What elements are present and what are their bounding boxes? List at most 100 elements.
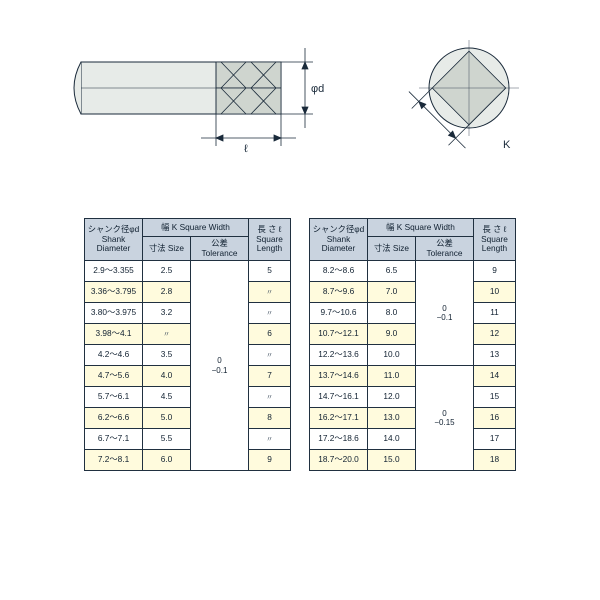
cell-len: 8 [249,408,291,429]
cell-len: 15 [474,387,516,408]
cell-dia: 9.7～10.6 [310,303,368,324]
dim-K: K [503,139,511,151]
cell-dia: 12.2～13.6 [310,345,368,366]
cell-len: 7 [249,366,291,387]
hdr-tol: 公差 Tolerance [416,237,474,261]
cell-size: 15.0 [368,450,416,471]
hdr-size: 寸法 Size [368,237,416,261]
cell-size: 5.5 [143,429,191,450]
technical-drawings: φd ℓ [18,28,582,188]
cell-len: 10 [474,282,516,303]
cell-dia: 2.9～3.355 [85,261,143,282]
cell-size: 6.5 [368,261,416,282]
cell-size: 7.0 [368,282,416,303]
hdr-shank: シャンク径φd Shank Diameter [310,219,368,261]
dim-phi-d: φd [311,83,324,95]
cell-size: 4.0 [143,366,191,387]
hdr-len: 長 さ ℓ Square Length [249,219,291,261]
right-table: シャンク径φd Shank Diameter 幅 K Square Width … [309,218,516,471]
tolerance-cell: 0−0.1 [416,261,474,366]
hdr-sqw: 幅 K Square Width [143,219,249,237]
table-row: 2.9～3.3552.50−0.15 [85,261,291,282]
cell-len: 6 [249,324,291,345]
cell-len: 〃 [249,429,291,450]
hdr-size: 寸法 Size [143,237,191,261]
table-row: 13.7～14.611.00−0.1514 [310,366,516,387]
cell-dia: 17.2～18.6 [310,429,368,450]
cell-len: 〃 [249,303,291,324]
table-row: 5.7～6.14.5〃 [85,387,291,408]
cell-size: 14.0 [368,429,416,450]
cell-len: 18 [474,450,516,471]
end-view-drawing: K [399,28,549,188]
table-row: 6.2～6.65.0 8 [85,408,291,429]
cell-size: 6.0 [143,450,191,471]
cell-len: 〃 [249,282,291,303]
cell-size: 12.0 [368,387,416,408]
table-row: 4.2～4.63.5 〃 [85,345,291,366]
table-row: 18.7～20.015.0 18 [310,450,516,471]
cell-size: 8.0 [368,303,416,324]
cell-size: 3.2 [143,303,191,324]
cell-size: 2.5 [143,261,191,282]
table-row: 4.7～5.64.0 7 [85,366,291,387]
cell-len: 〃 [249,345,291,366]
tolerance-cell: 0−0.1 [191,261,249,471]
table-row: 8.7～9.67.0 10 [310,282,516,303]
table-row: 3.98～4.1〃 6 [85,324,291,345]
cell-dia: 3.80～3.975 [85,303,143,324]
cell-size: 3.5 [143,345,191,366]
table-row: 8.2～8.66.50−0.19 [310,261,516,282]
cell-len: 9 [249,450,291,471]
cell-dia: 8.7～9.6 [310,282,368,303]
dim-ell: ℓ [244,143,248,155]
table-row: 6.7～7.15.5 〃 [85,429,291,450]
table-row: 7.2～8.16.0 9 [85,450,291,471]
side-view-drawing: φd ℓ [51,28,351,188]
cell-len: 9 [474,261,516,282]
cell-len: 5 [249,261,291,282]
table-row: 9.7～10.68.0 11 [310,303,516,324]
cell-len: 12 [474,324,516,345]
cell-len: 17 [474,429,516,450]
cell-size: 11.0 [368,366,416,387]
cell-dia: 4.2～4.6 [85,345,143,366]
cell-dia: 3.36～3.795 [85,282,143,303]
tolerance-cell: 0−0.15 [416,366,474,471]
cell-dia: 16.2～17.1 [310,408,368,429]
cell-size: 10.0 [368,345,416,366]
cell-len: 13 [474,345,516,366]
cell-dia: 7.2～8.1 [85,450,143,471]
table-row: 17.2～18.614.0 17 [310,429,516,450]
spec-tables: シャンク径φd Shank Diameter 幅 K Square Width … [18,218,582,471]
cell-dia: 10.7～12.1 [310,324,368,345]
table-row: 14.7～16.112.0 15 [310,387,516,408]
table-row: 3.80～3.9753.2 〃 [85,303,291,324]
cell-dia: 8.2～8.6 [310,261,368,282]
cell-dia: 5.7～6.1 [85,387,143,408]
cell-len: 〃 [249,387,291,408]
cell-dia: 14.7～16.1 [310,387,368,408]
left-table: シャンク径φd Shank Diameter 幅 K Square Width … [84,218,291,471]
cell-dia: 6.7～7.1 [85,429,143,450]
hdr-len: 長 さ ℓ Square Length [474,219,516,261]
table-row: 16.2～17.113.0 16 [310,408,516,429]
cell-dia: 3.98～4.1 [85,324,143,345]
cell-size: 2.8 [143,282,191,303]
hdr-shank: シャンク径φd Shank Diameter [85,219,143,261]
table-row: 3.36～3.7952.8 〃 [85,282,291,303]
cell-len: 16 [474,408,516,429]
cell-size: 13.0 [368,408,416,429]
cell-dia: 4.7～5.6 [85,366,143,387]
cell-size: 〃 [143,324,191,345]
cell-size: 9.0 [368,324,416,345]
cell-size: 5.0 [143,408,191,429]
table-row: 12.2～13.610.0 13 [310,345,516,366]
cell-len: 14 [474,366,516,387]
cell-dia: 18.7～20.0 [310,450,368,471]
table-row: 10.7～12.19.0 12 [310,324,516,345]
cell-dia: 13.7～14.6 [310,366,368,387]
cell-len: 11 [474,303,516,324]
cell-dia: 6.2～6.6 [85,408,143,429]
hdr-sqw: 幅 K Square Width [368,219,474,237]
